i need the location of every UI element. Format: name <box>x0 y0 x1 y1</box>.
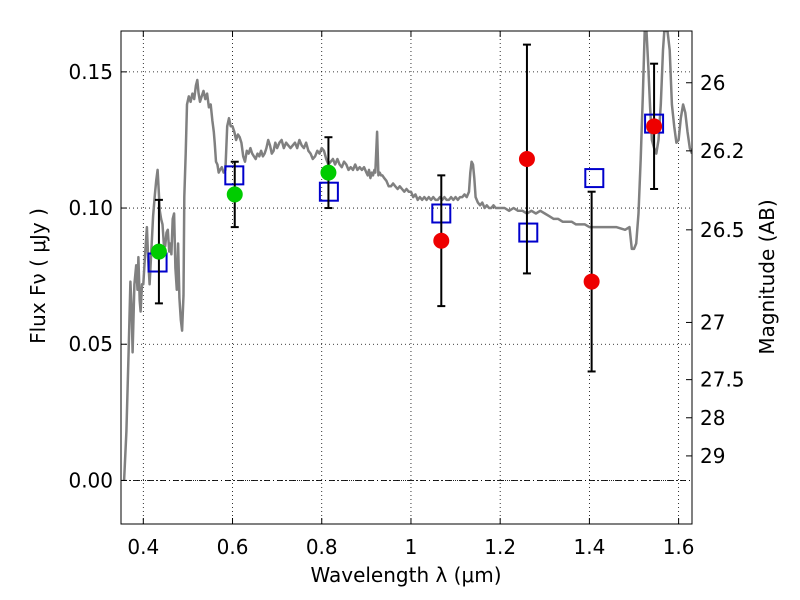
data-point <box>227 187 242 202</box>
data-point <box>434 233 449 248</box>
x-tick-label: 1.6 <box>663 535 695 559</box>
data-point <box>584 274 599 289</box>
x-tick-label: 1.4 <box>573 535 605 559</box>
y2-tick-label: 27 <box>700 310 725 334</box>
chart: 0.4 0.6 0.8 1 1.2 1.4 1.6 0.000.050.100.15 262… <box>0 0 800 600</box>
x-tick-label: 1.2 <box>484 535 516 559</box>
y2-tick-label: 28 <box>700 406 725 430</box>
y2-tick-label: 26.2 <box>700 139 745 163</box>
y2-tick-label: 29 <box>700 444 725 468</box>
x-tick-label: 0.8 <box>306 535 338 559</box>
x-tick-label: 0.4 <box>127 535 159 559</box>
y2-tick-labels: 26 26.2 26.5 27 27.5 28 29 <box>700 71 745 468</box>
y2-tick-label: 26.5 <box>700 218 745 242</box>
markers-observed-flux-red- <box>434 45 662 372</box>
sed-line <box>124 31 692 480</box>
data-point <box>151 244 166 259</box>
x-tick-labels: 0.4 0.6 0.8 1 1.2 1.4 1.6 <box>127 535 694 559</box>
y2-axis-label: Magnitude (AB) <box>755 199 779 354</box>
y-tick-labels: 0.00 0.05 0.10 0.15 <box>68 60 113 493</box>
grid-lines <box>121 31 692 524</box>
plot-frame <box>121 31 692 524</box>
model-point <box>585 169 603 187</box>
y2-tick-label: 27.5 <box>700 368 745 392</box>
model-point <box>519 224 537 242</box>
x-axis-label: Wavelength λ (μm) <box>310 563 501 587</box>
y-axis-label: Flux Fν ( μJy ) <box>26 208 50 344</box>
x-tick-label: 1 <box>405 535 418 559</box>
y2-tick-label: 26 <box>700 71 725 95</box>
axis-ticks <box>121 31 692 524</box>
y-tick-label: 0.15 <box>68 60 113 84</box>
x-tick-label: 0.6 <box>217 535 249 559</box>
data-point <box>321 165 336 180</box>
y-tick-label: 0.05 <box>68 332 113 356</box>
data-point <box>647 119 662 134</box>
y-tick-label: 0.00 <box>68 468 113 492</box>
plot-area <box>124 31 692 480</box>
y-tick-label: 0.10 <box>68 196 113 220</box>
data-point <box>519 152 534 167</box>
series-model-sed <box>124 31 692 480</box>
